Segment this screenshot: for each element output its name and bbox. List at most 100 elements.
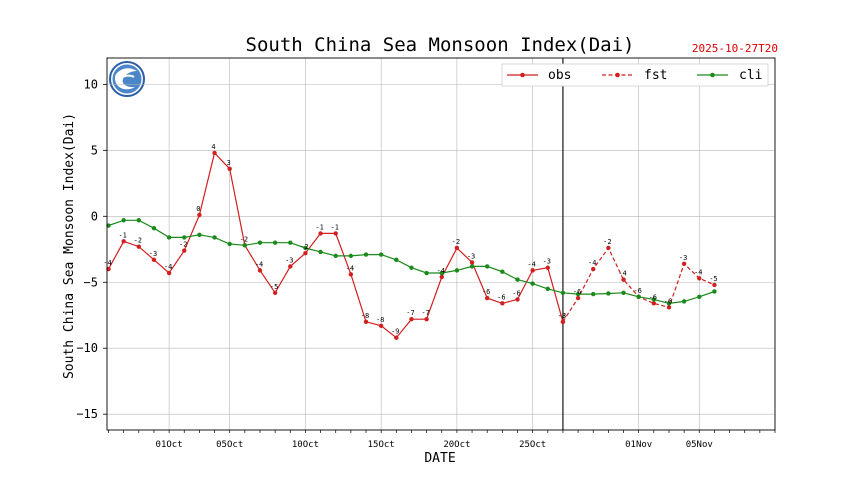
data-point-cli [636,294,641,299]
data-label-obs: -8 [361,312,369,320]
data-label-obs: -3 [149,250,157,258]
series-layer [106,150,717,340]
x-tick-label: 01Nov [625,440,652,450]
x-tick-label: 20Oct [443,440,470,450]
data-label-obs: -1 [331,223,339,231]
data-point-obs [333,231,338,236]
data-label-fst: -8 [558,312,566,320]
data-point-fst [666,305,672,310]
data-label-obs: -6 [482,288,490,296]
data-point-obs [500,301,505,306]
legend-box [501,63,769,87]
data-point-cli [500,269,505,274]
data-label-fst: -5 [709,275,717,283]
data-label-obs: -3 [543,258,551,266]
data-label-obs: -3 [285,256,293,264]
data-point-fst [621,277,626,282]
data-point-cli [227,241,232,247]
data-label-obs: -9 [391,328,399,336]
data-point-obs [409,316,414,322]
data-label-fst: -2 [603,238,611,246]
data-label-fst: -4 [618,270,626,278]
data-label-fst: -4 [694,268,702,276]
data-point-cli [681,299,687,304]
data-label-obs: -2 [452,238,460,246]
y-tick-label: 0 [91,209,98,223]
data-label-obs: 0 [196,205,200,213]
data-point-cli [621,290,626,296]
data-point-obs [303,251,308,256]
data-point-obs [378,323,384,328]
data-point-obs [197,212,202,218]
data-point-obs [424,316,429,322]
data-point-fst [591,266,596,272]
x-axis-label: DATE [424,451,455,466]
data-label-obs: -4 [527,260,535,268]
legend-fst-label: fst [644,68,667,83]
data-label-obs: -2 [240,235,248,243]
data-point-cli [606,291,611,296]
data-point-cli [515,277,520,282]
data-point-cli [712,289,717,294]
data-label-fst: -4 [588,259,596,267]
data-point-obs [121,239,126,244]
data-point-cli [151,225,157,231]
data-point-fst [681,261,687,266]
data-label-obs: -4 [103,259,111,267]
data-point-obs [439,274,444,280]
data-point-cli [591,291,596,297]
data-label-obs: -7 [421,309,429,317]
legend-obs-marker [520,72,525,78]
data-point-fst [560,319,566,325]
y-tick-label: 5 [91,143,98,157]
data-label-obs: -3 [467,252,475,260]
legend-obs-label: obs [548,68,571,83]
data-point-obs [272,290,278,296]
data-point-cli [378,252,384,257]
data-point-obs [136,244,142,249]
legend-cli-marker [710,72,715,78]
data-point-cli [409,265,414,270]
data-label-obs: -5 [270,283,278,291]
data-point-obs [212,150,217,156]
x-tick-label: 05Nov [686,440,713,450]
data-point-obs [166,270,172,276]
x-tick-label: 05Oct [216,440,243,450]
data-label-fst: -3 [679,254,687,262]
data-point-obs [394,335,399,340]
y-tick-label: 10 [84,77,98,91]
data-point-cli [272,240,278,245]
data-label-obs: 3 [227,159,231,167]
data-point-cli [424,270,429,276]
data-point-cli [651,297,657,302]
data-label-obs: -6 [512,289,520,297]
data-label-obs: -8 [558,312,566,320]
data-point-cli [242,243,248,248]
data-label-obs: -8 [376,316,384,324]
data-point-cli [394,257,399,263]
y-tick-label: −15 [76,407,98,421]
data-label-fst: -6 [573,288,581,296]
data-label-fst: -6 [649,293,657,301]
tick-layer: 10 5 0 −5 −10 −15 01Oct 05Oct 10Oct 15Oct 20Oct 25O… [76,77,776,450]
data-label-obs: -4 [437,267,445,275]
data-point-obs [454,245,460,251]
data-point-cli [560,290,566,296]
data-point-cli [545,286,550,292]
grid-layer [107,58,775,430]
legend-fst-marker [615,72,620,78]
issue-time: 2025-10-27T20 [692,42,778,55]
data-point-cli [303,245,308,251]
data-point-fst [651,301,657,306]
data-label-obs: -4 [346,264,354,272]
x-tick-label: 25Oct [519,440,546,450]
data-point-cli [439,270,444,276]
y-axis-label: South China Sea Monsoon Index(Dai) [62,113,77,379]
data-label-obs: -7 [406,309,414,317]
data-label-obs: -1 [315,223,323,231]
data-label-fst: -6 [664,297,672,305]
data-point-obs [484,295,490,301]
data-point-fst [697,276,702,281]
